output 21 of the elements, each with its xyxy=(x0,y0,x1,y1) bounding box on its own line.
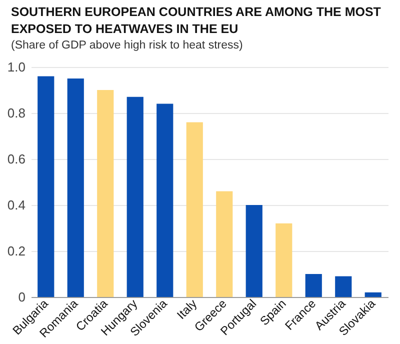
y-tick-label: 1.0 xyxy=(7,60,26,74)
bar xyxy=(305,274,322,297)
chart-subtitle: (Share of GDP above high risk to heat stress) xyxy=(11,40,243,52)
bar xyxy=(67,78,84,297)
bar xyxy=(186,122,203,297)
bar xyxy=(246,205,262,297)
bar xyxy=(216,191,233,297)
bar xyxy=(276,223,292,297)
y-tick-label: 0.8 xyxy=(7,106,26,120)
bar xyxy=(38,76,54,297)
bar xyxy=(126,96,144,297)
bar xyxy=(335,276,352,297)
y-tick-label: 0 xyxy=(18,290,26,304)
y-tick-label: 0.4 xyxy=(7,198,26,212)
chart-title: SOUTHERN EUROPEAN COUNTRIES ARE AMONG THE MOST EXPOSED TO HEATWAVES IN THE EU xyxy=(11,5,382,36)
x-tick-label: Italy xyxy=(174,296,200,322)
bar xyxy=(97,90,114,297)
bar xyxy=(156,104,174,297)
y-tick-label: 0.6 xyxy=(7,152,26,166)
y-tick-label: 0.2 xyxy=(7,244,26,258)
bar xyxy=(364,292,382,297)
